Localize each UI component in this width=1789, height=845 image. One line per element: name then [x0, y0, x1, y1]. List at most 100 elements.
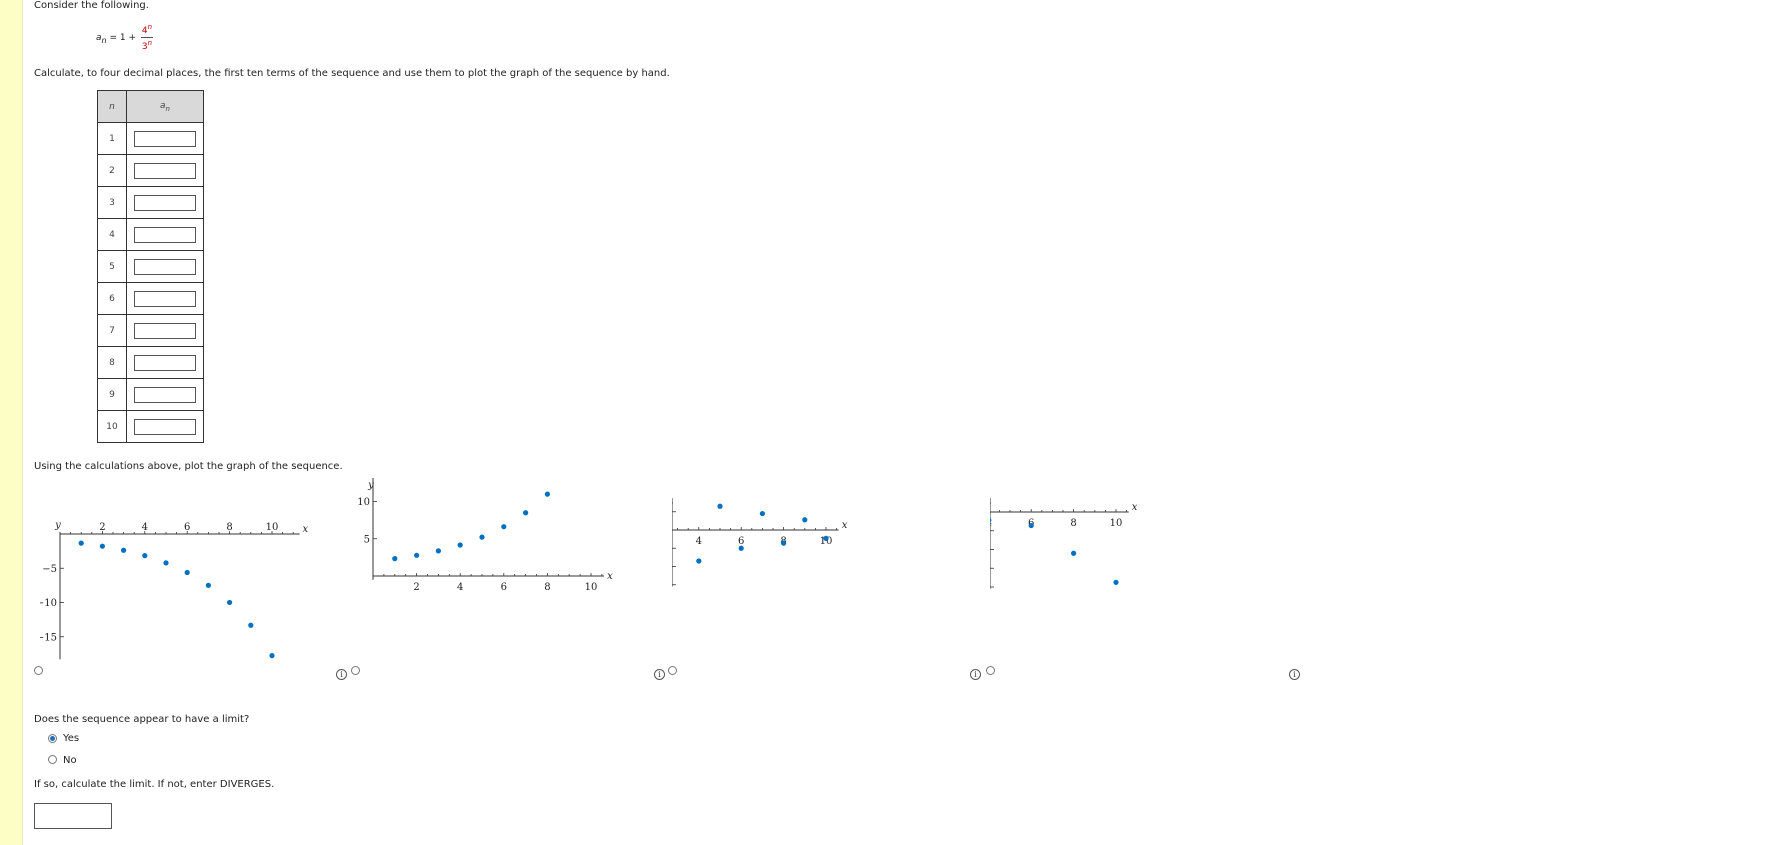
x-tick-label: 10 — [266, 522, 279, 533]
row-an-cell — [126, 378, 204, 411]
term-input-10[interactable] — [134, 418, 196, 435]
header-an: an — [126, 90, 204, 123]
row-n: 3 — [97, 186, 127, 219]
no-radio[interactable] — [48, 755, 57, 764]
y-tick-label: 5 — [364, 534, 370, 545]
limit-answer-input[interactable] — [34, 803, 112, 829]
row-n: 7 — [97, 314, 127, 347]
table-row: 1 — [97, 122, 204, 155]
formula-lhs-sub: n — [101, 35, 107, 45]
data-point — [269, 653, 275, 659]
no-label: No — [63, 755, 77, 766]
y-axis-label: y — [367, 480, 374, 491]
x-axis-label: x — [1132, 502, 1138, 513]
row-an-cell — [126, 218, 204, 251]
x-tick-label: 2 — [99, 522, 105, 533]
row-n: 10 — [97, 410, 127, 443]
row-an-cell — [126, 314, 204, 347]
term-input-6[interactable] — [134, 290, 196, 307]
y-tick-label: 10 — [357, 497, 370, 508]
y-axis-label: y — [54, 520, 61, 531]
row-n: 6 — [97, 282, 127, 315]
table-row: 7 — [97, 314, 204, 347]
data-point — [802, 517, 808, 523]
term-input-1[interactable] — [134, 130, 196, 147]
term-input-4[interactable] — [134, 226, 196, 243]
limit-prompt: If so, calculate the limit. If not, ente… — [34, 779, 275, 790]
graph-option-4-info-icon[interactable]: i — [1289, 669, 1300, 680]
graph-option-3-radio[interactable] — [668, 666, 677, 675]
data-point — [781, 540, 787, 546]
row-n: 1 — [97, 122, 127, 155]
data-point — [823, 535, 829, 541]
row-n: 5 — [97, 250, 127, 283]
x-tick-label: 4 — [142, 522, 148, 533]
x-tick-label: 4 — [696, 536, 702, 547]
graph-option-1-info-icon[interactable]: i — [336, 669, 347, 680]
x-axis-label: x — [607, 571, 613, 582]
term-input-8[interactable] — [134, 354, 196, 371]
x-tick-label: 10 — [820, 536, 833, 547]
graph-option-1: 2 4 6 8 10 −5 −10 −15 x y — [40, 520, 309, 660]
row-an-cell — [126, 186, 204, 219]
row-an-cell — [126, 154, 204, 187]
yes-radio[interactable] — [48, 734, 57, 743]
table-row: 8 — [97, 346, 204, 379]
graph-option-3-info-icon[interactable]: i — [970, 669, 981, 680]
graph-option-1-radio[interactable] — [34, 666, 43, 675]
left-margin-strip — [0, 0, 23, 845]
graph-option-4-radio[interactable] — [986, 666, 995, 675]
graph-option-2: 24681051015xy — [357, 478, 613, 593]
plot-prompt: Using the calculations above, plot the g… — [34, 461, 343, 472]
x-tick-label: 4 — [990, 518, 992, 529]
x-tick-label: 6 — [738, 536, 744, 547]
graph-option-2-radio[interactable] — [351, 666, 360, 675]
data-point — [78, 540, 84, 546]
row-an-cell — [126, 250, 204, 283]
table-row: 6 — [97, 282, 204, 315]
row-an-cell — [126, 346, 204, 379]
x-tick-label: 8 — [1070, 518, 1076, 529]
y-tick-label: −15 — [40, 632, 57, 643]
y-tick-label: −10 — [40, 598, 57, 609]
row-an-cell — [126, 282, 204, 315]
terms-table: n an 1 2 3 4 5 6 7 8 9 10 — [97, 90, 204, 443]
data-point — [163, 560, 169, 566]
data-point — [738, 545, 744, 551]
x-tick-label: 8 — [226, 522, 232, 533]
term-input-5[interactable] — [134, 258, 196, 275]
data-point — [990, 517, 992, 523]
table-header-row: n an — [97, 90, 204, 123]
header-n: n — [97, 90, 127, 123]
formula-lhs: a — [96, 33, 102, 43]
axes — [990, 498, 1129, 589]
axes — [59, 531, 300, 660]
axes — [672, 498, 839, 587]
data-point — [1113, 579, 1119, 585]
term-input-7[interactable] — [134, 322, 196, 339]
y-tick-label: −5 — [42, 564, 57, 575]
data-point — [457, 542, 463, 548]
data-point — [414, 552, 420, 558]
row-n: 9 — [97, 378, 127, 411]
row-n: 4 — [97, 218, 127, 251]
data-point — [759, 510, 765, 517]
term-input-2[interactable] — [134, 162, 196, 179]
data-point — [696, 558, 702, 564]
term-input-9[interactable] — [134, 386, 196, 403]
data-point — [205, 582, 211, 588]
table-row: 5 — [97, 250, 204, 283]
table-row: 9 — [97, 378, 204, 411]
data-point — [717, 503, 723, 509]
x-tick-label: 10 — [585, 582, 598, 593]
y-axis-label: y — [672, 500, 673, 511]
data-point — [479, 534, 485, 540]
data-point — [121, 547, 127, 553]
graph-option-2-info-icon[interactable]: i — [654, 669, 665, 680]
table-row: 10 — [97, 410, 204, 443]
term-input-3[interactable] — [134, 194, 196, 211]
data-point — [1028, 522, 1034, 529]
data-point — [392, 556, 398, 562]
formula-denominator: 3n — [141, 39, 153, 52]
